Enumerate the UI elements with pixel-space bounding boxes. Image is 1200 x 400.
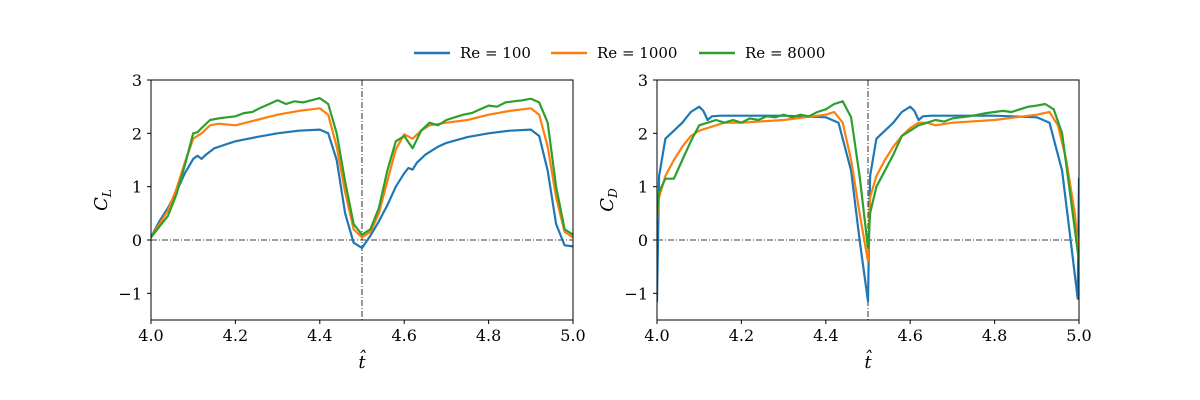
- y-tick-label: 2: [132, 124, 142, 143]
- series-line-re100-cl: [151, 128, 573, 250]
- x-tick-label: 5.0: [1066, 326, 1091, 345]
- y-axis-label-cd: CD: [597, 188, 620, 212]
- plot-frame-cl: [150, 79, 574, 321]
- x-tick-label: 4.4: [307, 326, 332, 345]
- y-tick-label: 2: [638, 124, 648, 143]
- x-tick-label: 4.2: [729, 326, 754, 345]
- y-tick-label: 0: [132, 231, 142, 250]
- y-tick-label: 3: [638, 71, 648, 90]
- drag-coefficient-plot: 4.0 4.2 4.4 4.6 4.8 5.0 −1 0 1 2 3 t̂ CD: [597, 71, 1092, 373]
- lift-coefficient-plot: 4.0 4.2 4.4 4.6 4.8 5.0 −1 0 1 2 3 t̂ CL: [91, 71, 586, 373]
- x-tick-label: 4.2: [223, 326, 248, 345]
- y-tick-label: 0: [638, 231, 648, 250]
- x-tick-label: 4.8: [476, 326, 501, 345]
- series-line-re1000-cl: [151, 107, 573, 239]
- plot-frame-cd: [656, 79, 1080, 321]
- y-tick-label: −1: [118, 284, 142, 303]
- legend-label-re8000: Re = 8000: [745, 44, 825, 62]
- x-tick-label: 4.6: [897, 326, 922, 345]
- series-line-re8000-cl: [151, 97, 573, 239]
- axis-ticks-cl: 4.0 4.2 4.4 4.6 4.8 5.0 −1 0 1 2 3: [118, 71, 585, 345]
- x-tick-label: 5.0: [560, 326, 585, 345]
- y-axis-label-cl: CL: [91, 189, 114, 211]
- plot-area-cd: [656, 79, 1080, 321]
- legend-label-re100: Re = 100: [460, 44, 531, 62]
- x-tick-label: 4.6: [391, 326, 416, 345]
- x-tick-label: 4.4: [813, 326, 838, 345]
- y-tick-label: 1: [132, 178, 142, 197]
- x-axis-label-cl: t̂: [358, 348, 366, 373]
- legend-label-re1000: Re = 1000: [597, 44, 677, 62]
- x-tick-label: 4.0: [644, 326, 669, 345]
- y-tick-label: 3: [132, 71, 142, 90]
- axis-ticks-cd: 4.0 4.2 4.4 4.6 4.8 5.0 −1 0 1 2 3: [624, 71, 1091, 345]
- plot-area-cl: [150, 79, 574, 321]
- series-line-re8000-cd: [657, 100, 1079, 263]
- x-tick-label: 4.0: [138, 326, 163, 345]
- y-tick-label: 1: [638, 178, 648, 197]
- x-tick-label: 4.8: [982, 326, 1007, 345]
- y-tick-label: −1: [624, 284, 648, 303]
- legend: Re = 100 Re = 1000 Re = 8000: [414, 44, 825, 62]
- x-axis-label-cd: t̂: [864, 348, 872, 373]
